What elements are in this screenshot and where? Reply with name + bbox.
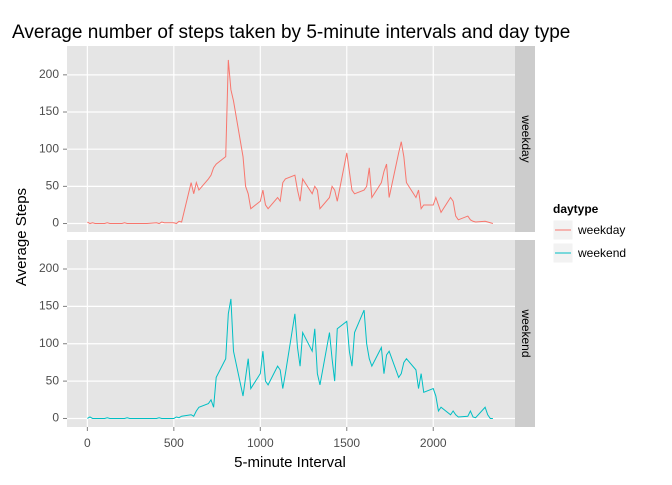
facet-strip — [515, 240, 535, 427]
y-tick-label: 150 — [39, 299, 59, 313]
facet-strip — [515, 46, 535, 232]
y-tick-label: 100 — [39, 336, 59, 350]
y-tick-label: 0 — [52, 216, 59, 230]
y-tick-label: 0 — [52, 411, 59, 425]
y-tick-label: 100 — [39, 141, 59, 155]
x-axis-label: 5-minute Interval — [234, 454, 346, 471]
data-line — [87, 298, 493, 419]
facet-label: weekday — [519, 114, 533, 162]
panel-background — [67, 46, 515, 232]
x-tick-label: 500 — [164, 436, 184, 450]
facet-label: weekend — [519, 308, 533, 357]
legend-title: daytype — [553, 202, 599, 216]
chart-title: Average number of steps taken by 5-minut… — [12, 22, 570, 43]
y-tick-label: 200 — [39, 261, 59, 275]
x-tick-label: 1000 — [247, 436, 274, 450]
y-tick-label: 50 — [46, 179, 60, 193]
y-tick-label: 50 — [46, 373, 60, 387]
legend-label: weekday — [577, 223, 625, 237]
y-axis-label: Average Steps — [13, 188, 30, 286]
panel-background — [67, 240, 515, 427]
y-tick-label: 200 — [39, 67, 59, 81]
legend-label: weekend — [577, 246, 626, 260]
x-tick-label: 1500 — [333, 436, 360, 450]
data-line — [87, 59, 494, 225]
y-tick-label: 150 — [39, 104, 59, 118]
x-tick-label: 0 — [84, 436, 91, 450]
x-tick-label: 2000 — [420, 436, 447, 450]
